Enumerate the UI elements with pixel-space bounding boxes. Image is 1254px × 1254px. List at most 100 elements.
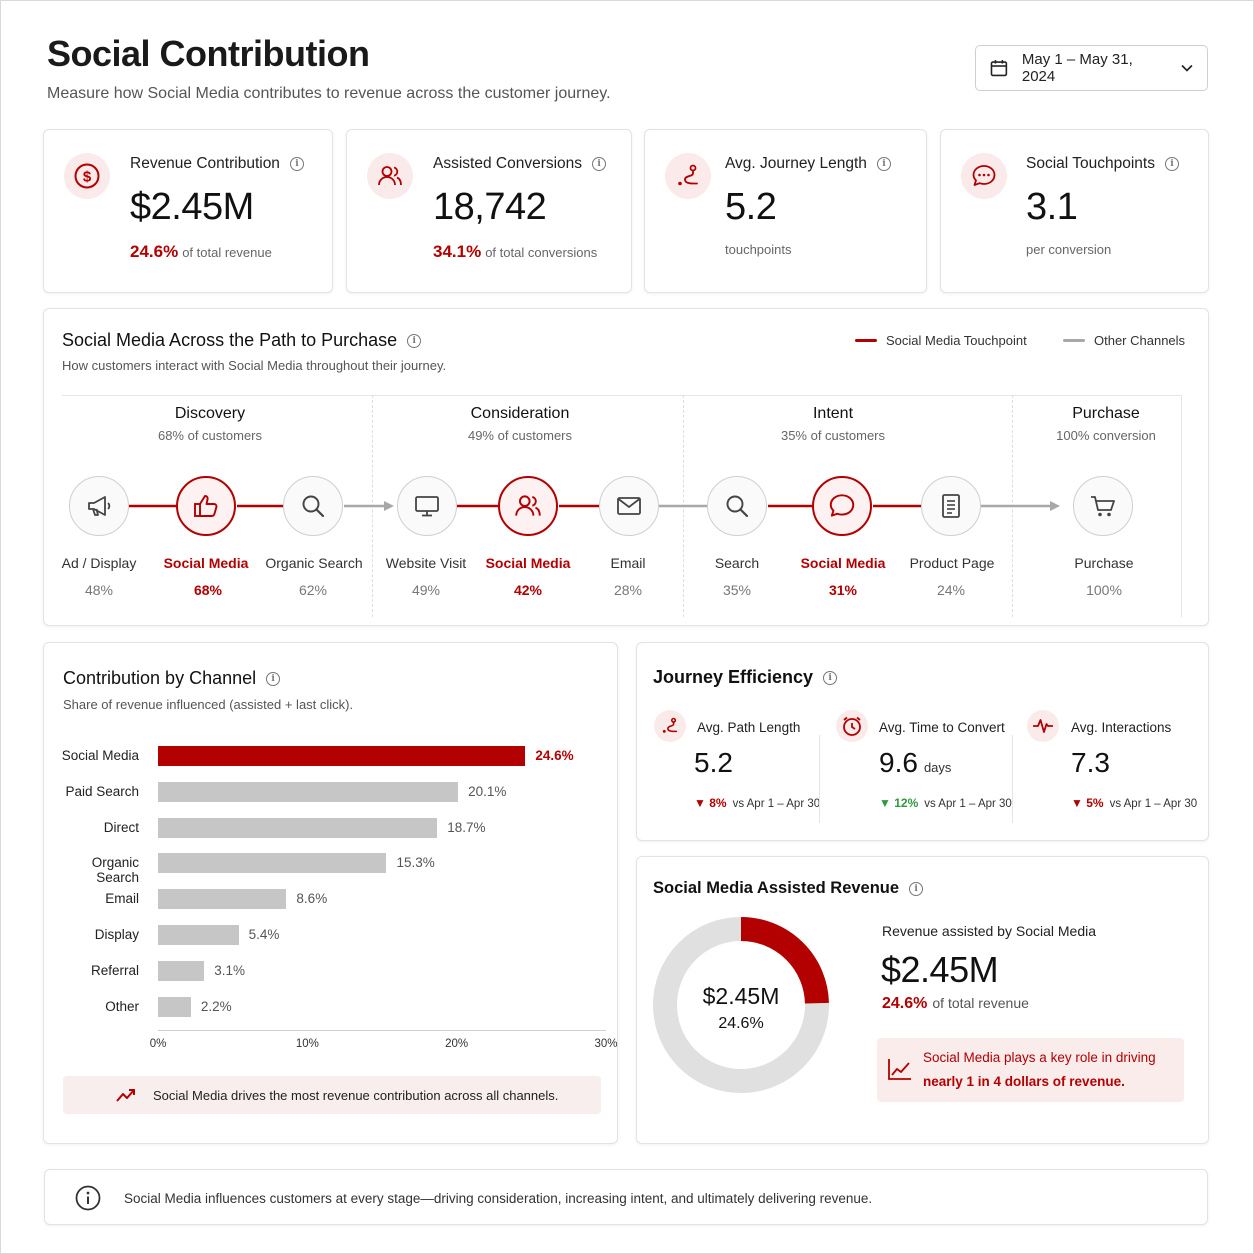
metric-delta: ▼ 12% bbox=[879, 796, 918, 810]
touchpoint-social-discovery[interactable] bbox=[176, 476, 236, 536]
bar bbox=[158, 960, 205, 981]
kpi-label: Assisted Conversions bbox=[433, 155, 583, 172]
section-title: Journey Efficiency bbox=[653, 667, 814, 687]
bar-value-label: 2.2% bbox=[200, 998, 232, 1014]
touchpoint-product-page[interactable] bbox=[921, 476, 981, 536]
info-icon[interactable]: i bbox=[1164, 156, 1179, 171]
touchpoint-pct: 28% bbox=[613, 582, 643, 598]
kpi-highlight: 34.1% bbox=[433, 242, 482, 261]
bar-value-label: 24.6% bbox=[535, 748, 574, 763]
section-title: Social Media Assisted Revenue bbox=[653, 879, 900, 897]
x-axis bbox=[158, 1030, 606, 1032]
kpi-card-touchpoints: Social Touchpoints i 3.1 per conversion bbox=[940, 129, 1209, 293]
delta-value: 8% bbox=[709, 796, 727, 810]
search-icon bbox=[302, 495, 325, 518]
touchpoint-purchase[interactable] bbox=[1073, 476, 1133, 536]
metric-compare: vs Apr 1 – Apr 30 bbox=[732, 798, 821, 810]
megaphone-icon bbox=[88, 496, 111, 516]
info-icon[interactable]: i bbox=[909, 881, 924, 896]
bar bbox=[158, 889, 287, 910]
x-tick-label: 30% bbox=[594, 1038, 618, 1051]
users-icon bbox=[367, 153, 413, 199]
kpi-sub: touchpoints bbox=[725, 242, 792, 257]
section-title: Contribution by Channel bbox=[63, 668, 257, 688]
bar-label: Other bbox=[105, 998, 139, 1014]
divider bbox=[62, 395, 1182, 396]
touchpoint-social-intent[interactable] bbox=[812, 476, 872, 536]
bar-label: Email bbox=[105, 891, 139, 907]
bar-value-label: 15.3% bbox=[396, 855, 435, 871]
bar bbox=[158, 817, 438, 838]
stage-name: Purchase bbox=[1072, 405, 1140, 422]
touchpoint-label: Product Page bbox=[909, 555, 995, 571]
touchpoint-label: Social Media bbox=[485, 555, 571, 571]
kpi-card-revenue: $ Revenue Contribution i $2.45M 24.6% of t… bbox=[43, 129, 333, 293]
stage-sub: 35% of customers bbox=[780, 428, 886, 443]
channel-contribution-card: Contribution by Channel i Share of revenu… bbox=[43, 642, 618, 1144]
delta-up-arrow: ▼ bbox=[879, 796, 895, 810]
info-icon[interactable]: i bbox=[823, 671, 838, 686]
kpi-label: Social Touchpoints bbox=[1026, 155, 1155, 172]
pulse-icon bbox=[1027, 710, 1059, 742]
kpi-sub: of total revenue bbox=[182, 245, 272, 260]
dollar-icon: $ bbox=[64, 153, 110, 199]
stage-sub: 100% conversion bbox=[1056, 428, 1156, 443]
date-range-picker[interactable]: May 1 – May 31, 2024 bbox=[975, 45, 1208, 91]
document-icon bbox=[942, 494, 960, 518]
delta-value: 12% bbox=[894, 796, 919, 810]
info-icon[interactable]: i bbox=[289, 156, 304, 171]
info-icon[interactable]: i bbox=[407, 334, 422, 349]
touchpoint-organic-search[interactable] bbox=[283, 476, 343, 536]
callout-text: Social Media drives the most revenue con… bbox=[153, 1087, 559, 1103]
bar-label: Display bbox=[94, 927, 139, 942]
info-circle-icon bbox=[75, 1185, 101, 1211]
kpi-value: 5.2 bbox=[725, 186, 777, 228]
x-tick-label: 10% bbox=[295, 1038, 319, 1051]
metric-compare: vs Apr 1 – Apr 30 bbox=[1109, 798, 1198, 810]
path-icon bbox=[654, 710, 686, 742]
metric-delta: ▼ 8% bbox=[694, 796, 727, 810]
users-icon bbox=[515, 495, 541, 516]
donut-arc-social bbox=[653, 917, 829, 1093]
touchpoint-search[interactable] bbox=[707, 476, 767, 536]
kpi-card-conversions: Assisted Conversions i 18,742 34.1% of tot… bbox=[346, 129, 632, 293]
calendar-icon bbox=[990, 60, 1008, 77]
kpi-value: 18,742 bbox=[433, 186, 547, 228]
metric-label: Avg. Interactions bbox=[1071, 720, 1172, 735]
cart-icon bbox=[1091, 496, 1115, 517]
kpi-value: $2.45M bbox=[130, 186, 254, 228]
touchpoint-email[interactable] bbox=[599, 476, 659, 536]
svg-text:$: $ bbox=[83, 169, 92, 186]
legend-item-social: Social Media Touchpoint bbox=[855, 333, 1027, 348]
assisted-sub: of total revenue bbox=[932, 995, 1029, 1011]
stage-divider bbox=[1181, 395, 1182, 617]
legend-label: Other Channels bbox=[1094, 333, 1186, 348]
bar bbox=[158, 996, 191, 1017]
kpi-label: Revenue Contribution bbox=[130, 155, 280, 172]
bar-label: Organic Search bbox=[91, 855, 139, 886]
trend-up-icon bbox=[116, 1089, 135, 1102]
stage-sub: 49% of customers bbox=[467, 428, 573, 443]
touchpoint-social-consideration[interactable] bbox=[498, 476, 558, 536]
info-icon[interactable]: i bbox=[876, 156, 891, 171]
chart-line-icon bbox=[888, 1059, 911, 1080]
bar-value-label: 8.6% bbox=[296, 891, 328, 907]
assisted-value: $2.45M bbox=[881, 949, 999, 990]
touchpoint-ad-display[interactable] bbox=[69, 476, 129, 536]
callout-line-1: Social Media plays a key role in driving bbox=[923, 1050, 1156, 1065]
chat-icon bbox=[961, 153, 1007, 199]
path-icon bbox=[665, 153, 711, 199]
assisted-label: Revenue assisted by Social Media bbox=[882, 923, 1097, 939]
touchpoint-pct: 100% bbox=[1086, 582, 1122, 598]
info-icon[interactable]: i bbox=[592, 156, 607, 171]
touchpoint-website-visit[interactable] bbox=[397, 476, 457, 536]
stage-name: Consideration bbox=[470, 405, 570, 422]
kpi-value: 3.1 bbox=[1026, 186, 1078, 228]
delta-value: 5% bbox=[1086, 796, 1104, 810]
touchpoint-pct: 24% bbox=[936, 582, 966, 598]
touchpoint-pct: 31% bbox=[828, 582, 858, 598]
touchpoint-label: Website Visit bbox=[385, 555, 467, 571]
chevron-down-icon bbox=[1181, 64, 1193, 72]
divider bbox=[1012, 735, 1013, 823]
info-icon[interactable]: i bbox=[266, 672, 281, 687]
